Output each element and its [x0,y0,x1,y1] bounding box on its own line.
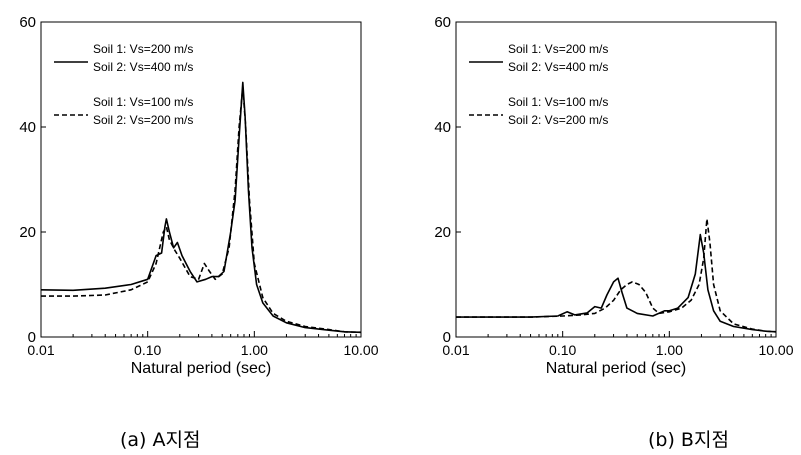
chart-a-caption: (a) A지점 [120,429,201,451]
chart-b-ytick-label: 20 [434,224,451,241]
chart-b-ytick-label: 60 [434,14,451,31]
chart-b-legend-label-1-line2: Soil 2: Vs=400 m/s [508,60,608,74]
chart-b-xtick-label: 10.00 [758,342,793,358]
chart-b-series-2-line [456,218,777,333]
chart-a-ytick-label: 0 [28,329,36,346]
chart-a-series-2-line [41,86,362,334]
chart-b-xtick-label: 0.01 [442,342,469,358]
chart-a-plot-frame [40,21,362,338]
chart-a-ytick-label: 60 [19,14,36,31]
chart-b-ytick-label: 40 [434,119,451,136]
chart-a-xaxis-label: Natural period (sec) [131,360,272,377]
chart-b-legend-label-2: Soil 1: Vs=100 m/s [508,95,608,109]
chart-a-legend-label-2: Soil 1: Vs=100 m/s [93,95,193,109]
chart-a-legend-label-1-line2: Soil 2: Vs=400 m/s [93,60,193,74]
chart-a-legend-label-1: Soil 1: Vs=200 m/s [93,42,193,56]
chart-a-legend-label-2-line2: Soil 2: Vs=200 m/s [93,113,193,127]
chart-b-xaxis-label: Natural period (sec) [546,360,687,377]
chart-a-xtick-label: 1.00 [241,342,268,358]
chart-b-plot-frame [455,21,777,338]
chart-a-xtick-label: 0.01 [27,342,54,358]
chart-b-legend-label-2-line2: Soil 2: Vs=200 m/s [508,113,608,127]
chart-a-ytick-label: 40 [19,119,36,136]
chart-b-ytick-label: 0 [443,329,451,346]
chart-b-legend-label-1: Soil 1: Vs=200 m/s [508,42,608,56]
chart-b-series-1-line [456,233,777,333]
chart-a-xtick-label: 10.00 [343,342,378,358]
chart-a-xtick-label: 0.10 [134,342,161,358]
chart-b-xtick-label: 1.00 [656,342,683,358]
chart-b-caption: (b) B지점 [648,429,729,451]
chart-b-xtick-label: 0.10 [549,342,576,358]
chart-a-ytick-label: 20 [19,224,36,241]
